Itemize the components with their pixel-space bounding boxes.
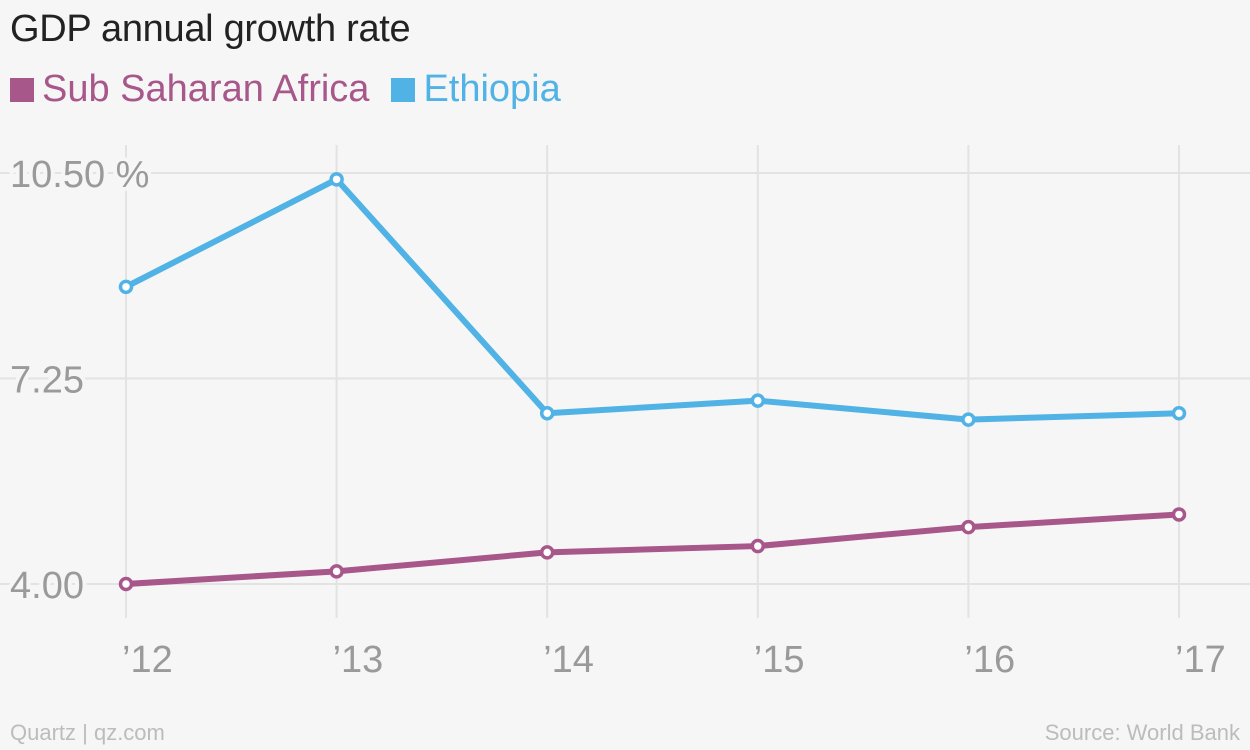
data-point-ethiopia [329, 172, 344, 187]
data-point-ethiopia [1171, 406, 1187, 421]
data-point-sub-saharan-africa [961, 519, 976, 535]
x-tick-label: ’16 [964, 639, 1015, 681]
data-point-ethiopia [539, 406, 555, 421]
legend-item-ethiopia: Ethiopia [391, 68, 561, 111]
legend-label-sub-saharan-africa: Sub Saharan Africa [42, 68, 370, 110]
x-tick-label: ’12 [122, 639, 173, 681]
legend-swatch-sub-saharan-africa [10, 77, 34, 102]
x-tick-label: ’13 [333, 639, 384, 681]
legend-swatch-ethiopia [391, 77, 416, 102]
y-tick-label: 7.25 [10, 360, 84, 402]
data-point-ethiopia [750, 393, 766, 408]
data-point-sub-saharan-africa [329, 564, 344, 579]
x-tick-label: ’14 [543, 639, 594, 681]
footer-source: Source: World Bank [1044, 720, 1240, 745]
x-tick-label: ’15 [754, 639, 805, 681]
data-point-ethiopia [118, 279, 134, 295]
data-point-sub-saharan-africa [750, 538, 766, 554]
legend-label-ethiopia: Ethiopia [423, 68, 561, 110]
chart-title: GDP annual growth rate [10, 8, 411, 50]
x-tick-label: ’17 [1175, 639, 1226, 681]
y-tick-label: 4.00 [10, 565, 84, 607]
data-point-ethiopia [961, 412, 976, 427]
data-point-sub-saharan-africa [539, 545, 555, 560]
legend: Sub Saharan Africa Ethiopia [10, 68, 583, 111]
series-line-sub-saharan-africa [123, 511, 1182, 587]
legend-item-sub-saharan-africa: Sub Saharan Africa [10, 68, 369, 111]
footer-credit: Quartz | qz.com [10, 720, 165, 745]
y-tick-label: 10.50 % [10, 154, 149, 196]
series-line-ethiopia [123, 176, 1182, 423]
data-point-sub-saharan-africa [118, 576, 134, 592]
data-point-sub-saharan-africa [1171, 507, 1187, 522]
